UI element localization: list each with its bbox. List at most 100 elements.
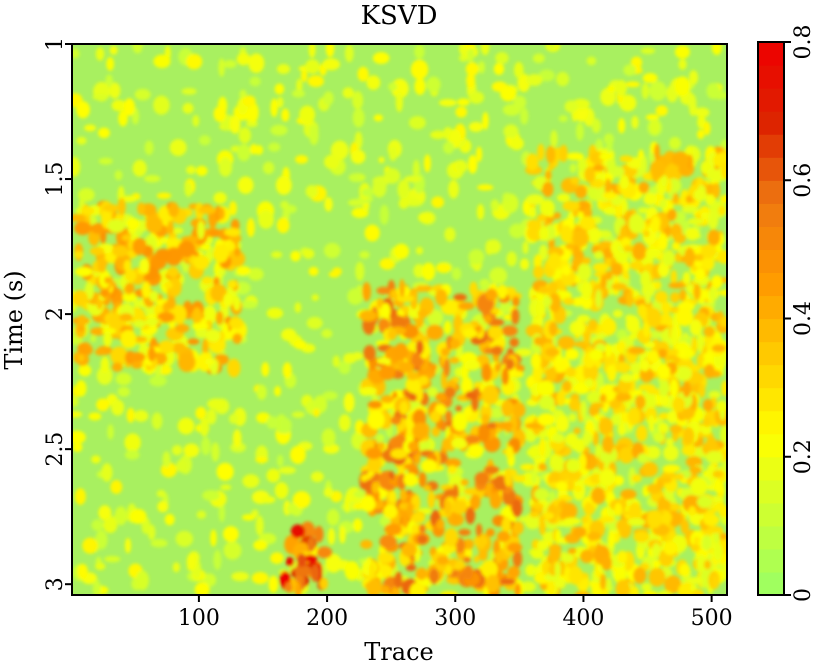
amplitude-blob [486,239,502,254]
amplitude-blob [716,400,727,413]
amplitude-blob [480,44,490,56]
amplitude-blob [569,163,577,173]
amplitude-blob [592,178,605,189]
amplitude-blob [687,218,704,225]
amplitude-blob [455,405,463,412]
amplitude-blob [642,72,658,83]
amplitude-blob [537,413,556,426]
amplitude-blob [574,485,582,492]
amplitude-blob [120,329,137,349]
amplitude-blob [240,300,258,309]
amplitude-blob [629,261,644,271]
amplitude-blob [591,118,601,133]
colorbar-band [758,410,784,435]
amplitude-blob [72,157,81,177]
amplitude-blob [601,555,612,571]
amplitude-blob [572,229,590,247]
amplitude-blob [693,189,706,201]
amplitude-blob [254,145,264,155]
amplitude-blob [384,523,402,536]
amplitude-blob [531,467,538,485]
amplitude-blob [616,340,627,353]
amplitude-blob [575,122,584,141]
amplitude-blob [648,567,666,587]
amplitude-blob [406,502,414,519]
amplitude-blob [413,263,425,278]
colorbar-band [758,341,784,366]
amplitude-blob [570,176,580,185]
amplitude-blob [307,537,316,552]
amplitude-blob [468,91,485,104]
amplitude-blob [572,242,581,262]
amplitude-blob [274,83,285,95]
amplitude-blob [227,279,238,289]
amplitude-blob [538,244,548,261]
amplitude-blob [94,348,106,356]
amplitude-blob [268,142,281,152]
amplitude-blob [281,328,297,342]
amplitude-blob [274,386,281,397]
amplitude-blob [463,487,478,496]
amplitude-blob [415,340,424,355]
amplitude-blob [679,563,691,577]
amplitude-blob [600,87,617,107]
amplitude-blob [671,151,689,167]
amplitude-blob [562,297,575,306]
amplitude-blob [557,335,575,350]
amplitude-blob [689,466,702,475]
amplitude-blob [554,578,566,588]
y-tick-label: 3 [43,577,68,591]
amplitude-blob [490,199,500,212]
amplitude-blob [115,372,132,386]
amplitude-blob [399,400,409,415]
amplitude-blob [672,192,679,205]
amplitude-blob [418,524,426,534]
amplitude-blob [512,474,526,483]
amplitude-blob [592,262,609,272]
amplitude-blob [411,512,426,524]
amplitude-blob [645,370,655,380]
amplitude-blob [497,531,511,543]
amplitude-blob [266,307,284,319]
amplitude-blob [657,233,668,251]
amplitude-blob [255,456,269,463]
amplitude-blob [443,358,450,378]
amplitude-blob [555,415,570,433]
amplitude-blob [110,346,129,366]
amplitude-blob [712,470,724,478]
amplitude-blob [270,552,284,564]
amplitude-blob [591,487,606,505]
amplitude-blob [372,178,387,198]
amplitude-blob [553,212,561,220]
amplitude-blob [562,517,581,525]
amplitude-blob [147,346,156,362]
amplitude-blob [201,276,213,285]
amplitude-blob [542,560,550,576]
amplitude-blob [372,52,390,64]
amplitude-blob [431,426,441,437]
amplitude-blob [191,322,209,330]
amplitude-blob [224,227,241,237]
amplitude-blob [606,362,617,382]
amplitude-blob [258,210,274,229]
amplitude-blob [310,564,320,582]
amplitude-blob [536,315,544,328]
amplitude-blob [504,469,512,487]
amplitude-blob [579,216,596,231]
amplitude-blob [324,197,333,212]
amplitude-blob [460,479,469,486]
amplitude-blob [365,447,383,460]
amplitude-blob [618,446,634,464]
amplitude-blob [207,398,226,410]
amplitude-blob [297,553,307,567]
colorbar-band [758,88,784,112]
amplitude-blob [684,247,696,267]
amplitude-blob [443,499,452,516]
amplitude-blob [592,164,605,172]
amplitude-blob [538,514,545,525]
amplitude-blob [625,81,641,88]
amplitude-blob [277,96,284,108]
amplitude-blob [614,502,623,517]
colorbar-band [758,157,784,181]
amplitude-blob [397,473,407,490]
